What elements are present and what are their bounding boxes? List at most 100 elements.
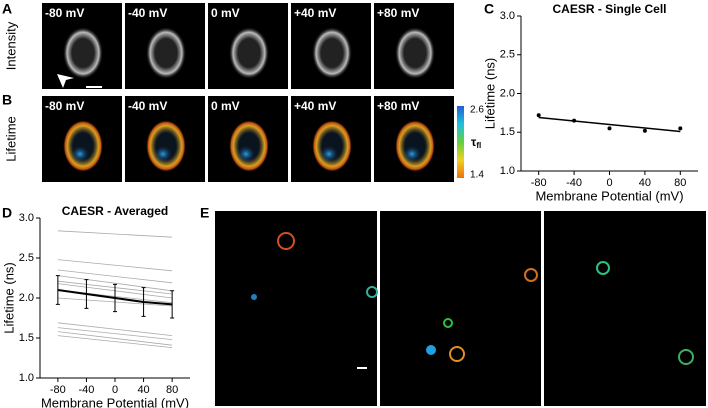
y-tick-label: 1.5 — [500, 126, 515, 138]
y-axis-label: Lifetime (ns) — [1, 262, 16, 334]
cell — [449, 346, 465, 362]
x-tick-label: 40 — [639, 177, 651, 189]
point — [642, 128, 647, 133]
cell-line — [57, 327, 173, 340]
voltage-label: -80 mV — [45, 99, 84, 113]
cell — [251, 294, 257, 300]
y-tick-label: 2.0 — [19, 292, 34, 304]
cell — [277, 232, 295, 250]
x-tick-label: 80 — [166, 384, 178, 396]
cell-line — [57, 322, 173, 336]
cell-line — [57, 230, 173, 238]
voltage-label: +40 mV — [294, 6, 336, 20]
point — [536, 113, 541, 118]
cell — [366, 286, 378, 298]
panel-label: D — [2, 205, 12, 221]
point — [678, 126, 683, 131]
x-tick-label: -40 — [566, 177, 582, 189]
error-bar — [170, 290, 175, 319]
charts: CAESR - Single Cell 1.0 1.5 2.0 2.5 3.0 -80 -40… — [1, 2, 698, 408]
image — [215, 211, 377, 406]
cell — [63, 120, 103, 172]
point — [607, 126, 612, 131]
image-grid: -80 mV -80 mV -40 mV -40 mV 0 mV 0 mV +40 mV +4… — [42, 3, 454, 182]
cell — [146, 120, 186, 172]
x-tick-label: -40 — [78, 384, 94, 396]
nucleus — [237, 146, 255, 162]
y-tick-label: 3.0 — [19, 212, 34, 224]
cell-line — [57, 275, 173, 292]
chart-title: CAESR - Averaged — [62, 204, 168, 218]
voltage-label: 0 mV — [211, 99, 240, 113]
cell — [312, 27, 352, 79]
x-tick-label: 0 — [606, 177, 612, 189]
cell-line — [57, 269, 173, 284]
cell — [678, 349, 694, 365]
chart-title: CAESR - Single Cell — [552, 2, 666, 16]
cell — [426, 345, 436, 355]
image — [380, 211, 541, 406]
voltage-label: 0 mV — [211, 6, 240, 20]
cell — [229, 27, 269, 79]
voltage-label: -40 mV — [128, 99, 167, 113]
cell-line — [57, 331, 173, 346]
cell — [146, 27, 186, 79]
x-tick-label: 0 — [112, 384, 118, 396]
panel-label: A — [2, 1, 12, 17]
y-tick-label: 2.5 — [19, 252, 34, 264]
x-tick-label: 40 — [137, 384, 149, 396]
cell — [63, 27, 103, 79]
voltage-label: -80 mV — [45, 6, 84, 20]
fit-line — [538, 116, 681, 133]
error-bar — [113, 283, 117, 313]
cell — [229, 120, 269, 172]
y-tick-label: 3.0 — [500, 10, 515, 22]
nucleus — [71, 146, 89, 162]
cell — [395, 27, 435, 79]
nucleus — [403, 146, 421, 162]
row-label: Intensity — [3, 21, 18, 70]
y-tick-label: 1.0 — [19, 372, 34, 384]
error-bar — [141, 287, 146, 317]
nucleus — [320, 146, 338, 162]
x-tick-label: -80 — [531, 177, 547, 189]
panel-label: C — [484, 1, 494, 17]
cell-line — [57, 259, 173, 272]
subscript: fl — [476, 141, 481, 150]
point — [572, 118, 577, 123]
cell — [596, 261, 610, 275]
y-tick-label: 2.0 — [500, 87, 515, 99]
voltage-label: -40 mV — [128, 6, 167, 20]
panel-label: E — [200, 205, 209, 221]
scale-bar — [357, 367, 367, 369]
nucleus — [154, 146, 172, 162]
voltage-label: +80 mV — [377, 99, 419, 113]
cell — [524, 268, 538, 282]
voltage-label: +80 mV — [377, 6, 419, 20]
cell — [312, 120, 352, 172]
colorbar-max: 2.6 — [470, 105, 484, 116]
x-axis-label: Membrane Potential (mV) — [535, 188, 683, 203]
row-label: Lifetime — [3, 116, 18, 162]
y-tick-label: 1.0 — [500, 165, 515, 177]
cell-line — [57, 335, 173, 348]
image — [544, 211, 706, 406]
colorbar — [457, 106, 464, 178]
scale-bar — [86, 86, 102, 88]
error-bar — [84, 279, 89, 309]
y-axis-label: Lifetime (ns) — [482, 58, 497, 130]
cell — [395, 120, 435, 172]
arrowhead — [57, 74, 74, 88]
panel-e — [215, 211, 706, 406]
y-tick-label: 2.5 — [500, 49, 515, 61]
x-tick-label: -80 — [50, 384, 66, 396]
colorbar-min: 1.4 — [470, 170, 484, 181]
y-tick-label: 1.5 — [19, 332, 34, 344]
error-bar — [55, 275, 60, 305]
x-tick-label: 80 — [674, 177, 686, 189]
colorbar-symbol: τfl — [471, 135, 481, 150]
voltage-label: +40 mV — [294, 99, 336, 113]
x-axis-label: Membrane Potential (mV) — [41, 395, 189, 408]
cell — [443, 318, 453, 328]
